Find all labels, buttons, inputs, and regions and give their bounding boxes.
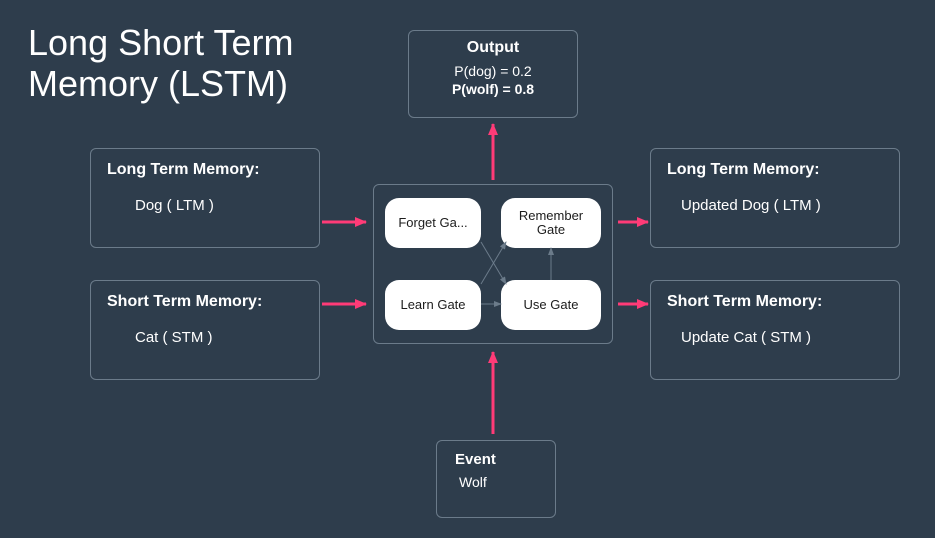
output-box: Output P(dog) = 0.2 P(wolf) = 0.8 [408, 30, 578, 118]
stm-input-body: Cat ( STM ) [91, 317, 319, 346]
ltm-output-body: Updated Dog ( LTM ) [651, 185, 899, 214]
event-box: Event Wolf [436, 440, 556, 518]
stm-input-box: Short Term Memory: Cat ( STM ) [90, 280, 320, 380]
stm-output-box: Short Term Memory: Update Cat ( STM ) [650, 280, 900, 380]
remember-gate: Remember Gate [501, 198, 601, 248]
stm-output-header: Short Term Memory: [651, 281, 899, 317]
output-line1: P(dog) = 0.2 [409, 63, 577, 79]
output-line2: P(wolf) = 0.8 [409, 79, 577, 97]
use-gate: Use Gate [501, 280, 601, 330]
ltm-input-body: Dog ( LTM ) [91, 185, 319, 214]
ltm-output-box: Long Term Memory: Updated Dog ( LTM ) [650, 148, 900, 248]
event-title: Event [437, 441, 555, 474]
ltm-output-header: Long Term Memory: [651, 149, 899, 185]
learn-gate: Learn Gate [385, 280, 481, 330]
event-body: Wolf [437, 474, 555, 490]
ltm-input-box: Long Term Memory: Dog ( LTM ) [90, 148, 320, 248]
ltm-input-header: Long Term Memory: [91, 149, 319, 185]
stm-input-header: Short Term Memory: [91, 281, 319, 317]
output-title: Output [409, 31, 577, 63]
stm-output-body: Update Cat ( STM ) [651, 317, 899, 346]
forget-gate: Forget Ga... [385, 198, 481, 248]
page-title: Long Short TermMemory (LSTM) [28, 22, 293, 105]
